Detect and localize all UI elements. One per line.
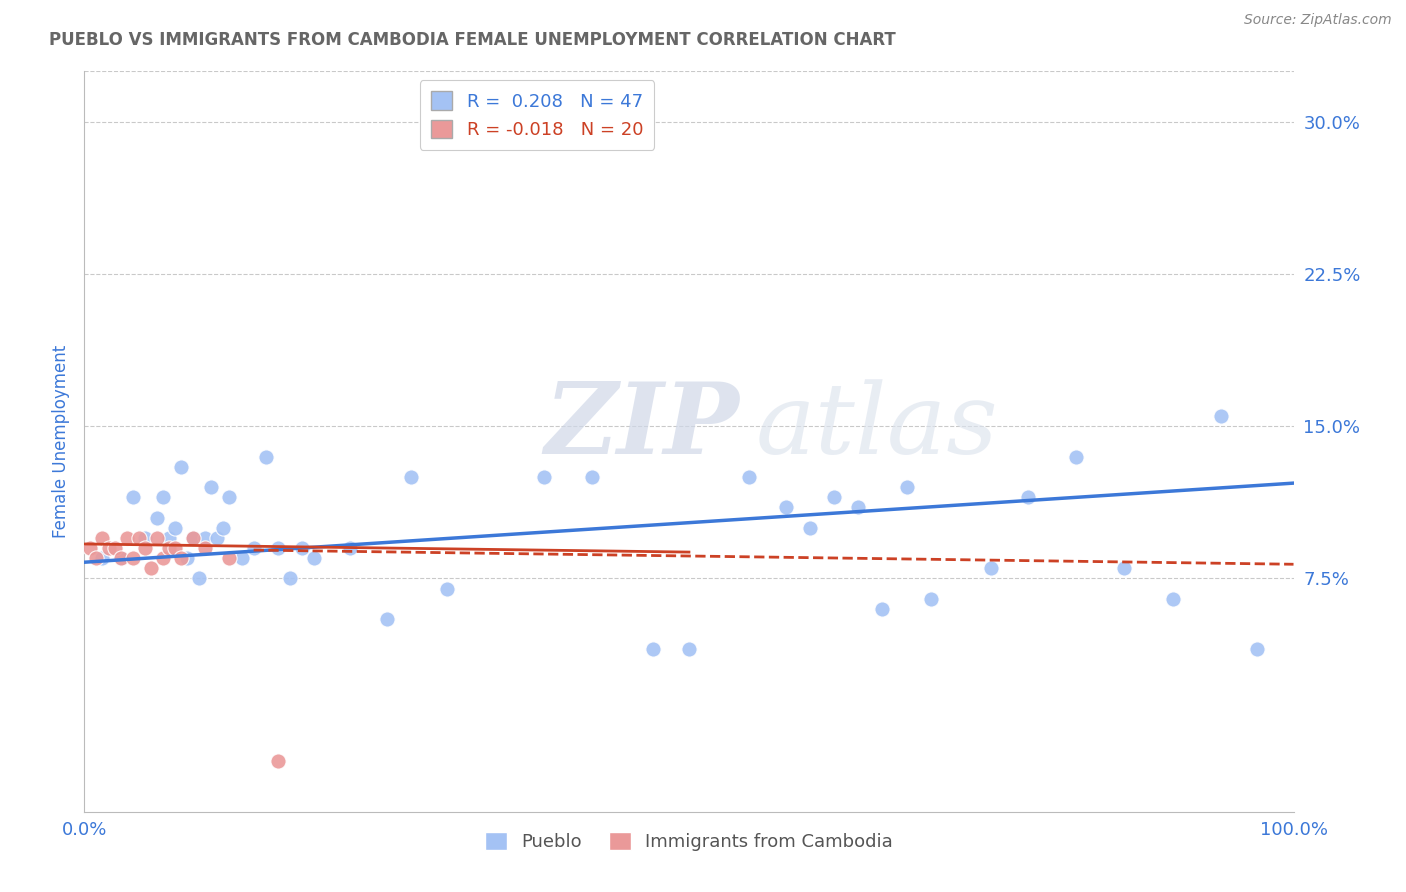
Point (375, 612, 398, 626)
Point (1161, 591, 1184, 606)
Point (267, 541, 290, 555)
Point (533, 470, 555, 484)
Point (278, 571, 301, 585)
Point (242, 541, 264, 555)
Point (207, 531, 229, 545)
Point (115, 531, 138, 545)
Point (79, 541, 101, 555)
Point (146, 510, 169, 524)
Point (920, 591, 942, 606)
Point (181, 531, 204, 545)
Point (110, 551, 132, 566)
Point (581, 470, 603, 484)
Point (872, 602, 894, 616)
Point (139, 561, 162, 575)
Point (678, 642, 700, 657)
Point (212, 521, 235, 535)
Point (218, 551, 240, 566)
Point (181, 531, 204, 545)
Point (152, 551, 174, 566)
Point (1246, 642, 1268, 657)
Point (231, 551, 253, 566)
Point (194, 541, 217, 555)
Point (291, 541, 314, 555)
Point (254, 450, 277, 464)
Text: Source: ZipAtlas.com: Source: ZipAtlas.com (1244, 13, 1392, 28)
Point (91, 551, 114, 566)
Point (188, 571, 211, 585)
Point (86, 551, 108, 566)
Point (134, 531, 156, 545)
Point (436, 582, 458, 596)
Point (170, 459, 193, 474)
Point (194, 531, 217, 545)
Point (91, 531, 114, 545)
Point (846, 500, 869, 515)
Point (121, 491, 143, 505)
Point (128, 531, 150, 545)
Text: atlas: atlas (755, 379, 998, 475)
Point (799, 521, 821, 535)
Legend: Pueblo, Immigrants from Cambodia: Pueblo, Immigrants from Cambodia (478, 824, 900, 858)
Point (1064, 450, 1087, 464)
Y-axis label: Female Unemployment: Female Unemployment (52, 345, 70, 538)
Point (399, 470, 422, 484)
Point (267, 754, 290, 768)
Point (1114, 561, 1136, 575)
Text: ZIP: ZIP (544, 378, 738, 475)
Point (157, 531, 180, 545)
Point (165, 521, 187, 535)
Point (176, 551, 198, 566)
Point (1017, 491, 1039, 505)
Point (157, 541, 180, 555)
Point (97, 541, 120, 555)
Point (165, 541, 187, 555)
Point (152, 491, 174, 505)
Point (641, 642, 664, 657)
Point (121, 551, 143, 566)
Point (146, 531, 169, 545)
Point (218, 491, 240, 505)
Text: PUEBLO VS IMMIGRANTS FROM CAMBODIA FEMALE UNEMPLOYMENT CORRELATION CHART: PUEBLO VS IMMIGRANTS FROM CAMBODIA FEMAL… (49, 31, 896, 49)
Point (104, 541, 127, 555)
Point (302, 551, 325, 566)
Point (134, 541, 156, 555)
Point (775, 500, 797, 515)
Point (896, 480, 918, 494)
Point (200, 480, 222, 494)
Point (339, 541, 361, 555)
Point (980, 561, 1002, 575)
Point (1209, 409, 1232, 424)
Point (738, 470, 761, 484)
Point (823, 491, 845, 505)
Point (170, 551, 193, 566)
Point (110, 551, 132, 566)
